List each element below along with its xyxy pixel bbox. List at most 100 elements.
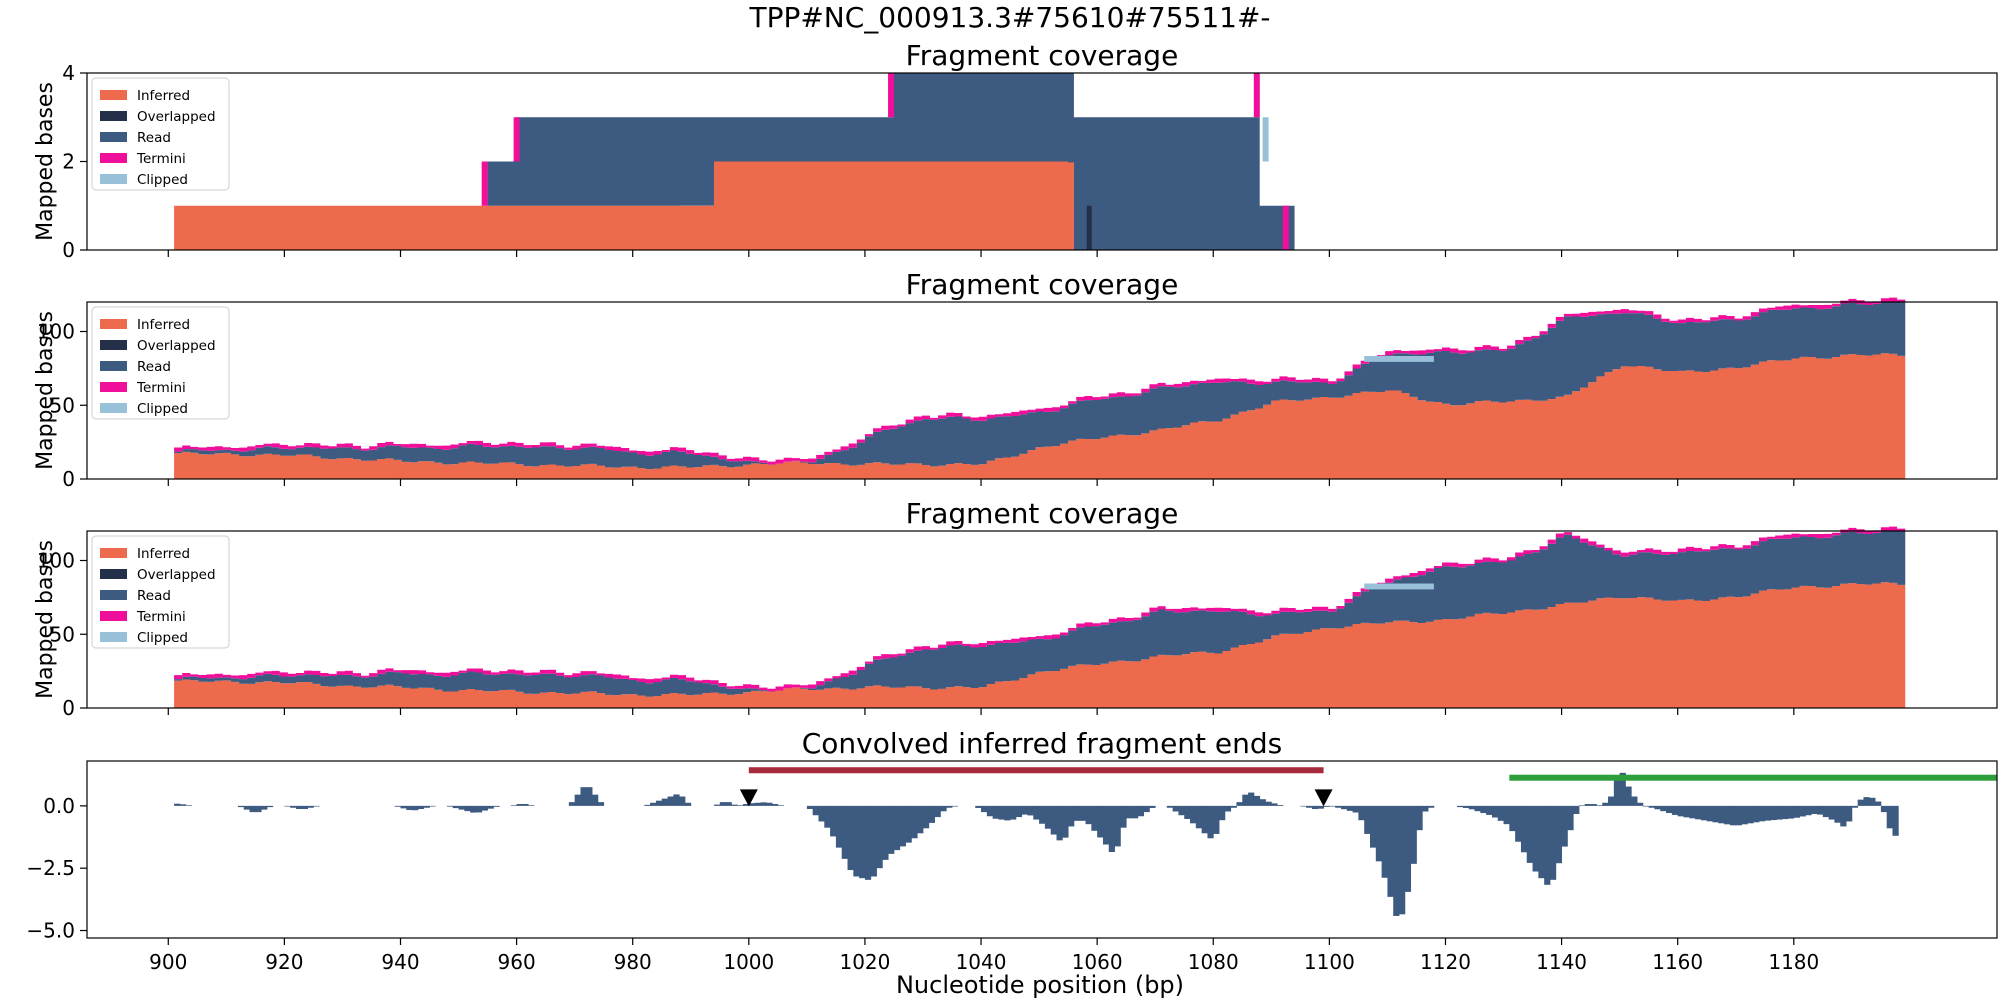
bar [1642, 805, 1650, 807]
legend-swatch [100, 361, 127, 371]
bar [1805, 805, 1812, 816]
bar [835, 805, 843, 848]
x-tick-label: 920 [265, 950, 303, 974]
bar [1044, 805, 1052, 829]
legend-swatch [100, 153, 127, 163]
legend-entry: Termini [136, 609, 186, 625]
bar [412, 805, 419, 811]
bar [952, 805, 959, 807]
legend-entry: Inferred [137, 317, 190, 333]
x-tick-label: 1180 [1768, 950, 1819, 974]
termini-mark [481, 161, 488, 206]
x-tick-label: 1140 [1536, 950, 1587, 974]
bar [1358, 805, 1365, 821]
bar [1340, 805, 1348, 810]
bar [574, 794, 581, 806]
bar [766, 802, 773, 806]
bar [1352, 805, 1359, 813]
bar [1033, 805, 1040, 820]
x-tick-label: 1160 [1652, 950, 1703, 974]
bar [1149, 805, 1156, 808]
bar [1137, 805, 1144, 817]
bar [1712, 805, 1719, 823]
panel-frame [86, 301, 1998, 480]
legend-swatch [100, 569, 127, 579]
x-tick-label: 1080 [1188, 950, 1239, 974]
bar [446, 805, 454, 807]
bar [1010, 805, 1017, 820]
x-tick-label: 1020 [839, 950, 890, 974]
bar [1184, 805, 1191, 819]
x-tick-label: 1100 [1304, 950, 1355, 974]
y-tick-label: −2.5 [26, 856, 75, 880]
bar [1724, 805, 1731, 825]
y-tick-label: 0.0 [43, 794, 75, 818]
bar [922, 805, 930, 829]
read-area [174, 530, 1906, 697]
panel-frame [86, 760, 1998, 939]
bar [290, 805, 297, 808]
bar [684, 802, 692, 806]
bar [1422, 805, 1429, 812]
bar [1579, 805, 1586, 806]
bar [1131, 805, 1139, 819]
y-tick-label: 2 [62, 150, 75, 174]
clipped-area [1364, 355, 1434, 362]
bar [946, 805, 953, 808]
bar [1056, 805, 1063, 841]
legend-entry: Overlapped [137, 338, 216, 354]
bar [1695, 805, 1702, 820]
bar [673, 794, 680, 806]
bar [452, 805, 459, 809]
inferred-area [174, 582, 1906, 708]
bar [429, 805, 436, 807]
bar [1892, 805, 1899, 836]
bar [1102, 805, 1110, 845]
bar [1857, 799, 1864, 806]
triangle-marker [1314, 789, 1333, 807]
bar [847, 805, 854, 871]
panel-4: Convolved inferred fragment ends 0.0 −2.5 −… [26, 727, 1998, 974]
bar [1021, 805, 1028, 815]
bar [1770, 805, 1777, 821]
bar [1706, 805, 1713, 822]
bar [928, 805, 935, 823]
bar [1166, 805, 1174, 808]
bar [1393, 805, 1400, 916]
bar [1277, 805, 1284, 806]
bar [1410, 805, 1417, 864]
legend: Inferred Overlapped Read Termini Clipped [91, 77, 230, 191]
bar [975, 805, 982, 808]
bar [1503, 805, 1510, 825]
bar [824, 805, 831, 828]
bar [1811, 805, 1818, 814]
bar [812, 805, 819, 816]
bar [1219, 805, 1226, 821]
bar [1526, 805, 1533, 863]
bar [893, 805, 901, 851]
bar [1793, 805, 1801, 818]
bar [644, 804, 651, 806]
bar [777, 805, 785, 806]
bar [394, 805, 401, 807]
x-tick-label: 980 [614, 950, 652, 974]
bar [713, 804, 721, 806]
bar [899, 805, 906, 847]
bar [1462, 805, 1470, 808]
bar [655, 800, 663, 806]
read-area [174, 301, 1906, 470]
inferred-area [174, 353, 1906, 479]
bar [940, 805, 947, 812]
bar [1625, 786, 1632, 806]
green-range-bar [1509, 774, 1997, 781]
bar [986, 805, 994, 817]
bar [475, 805, 483, 813]
bar [1108, 805, 1115, 852]
bar [998, 805, 1005, 820]
bar [307, 805, 314, 808]
bar [1050, 805, 1057, 835]
bar [772, 804, 779, 806]
